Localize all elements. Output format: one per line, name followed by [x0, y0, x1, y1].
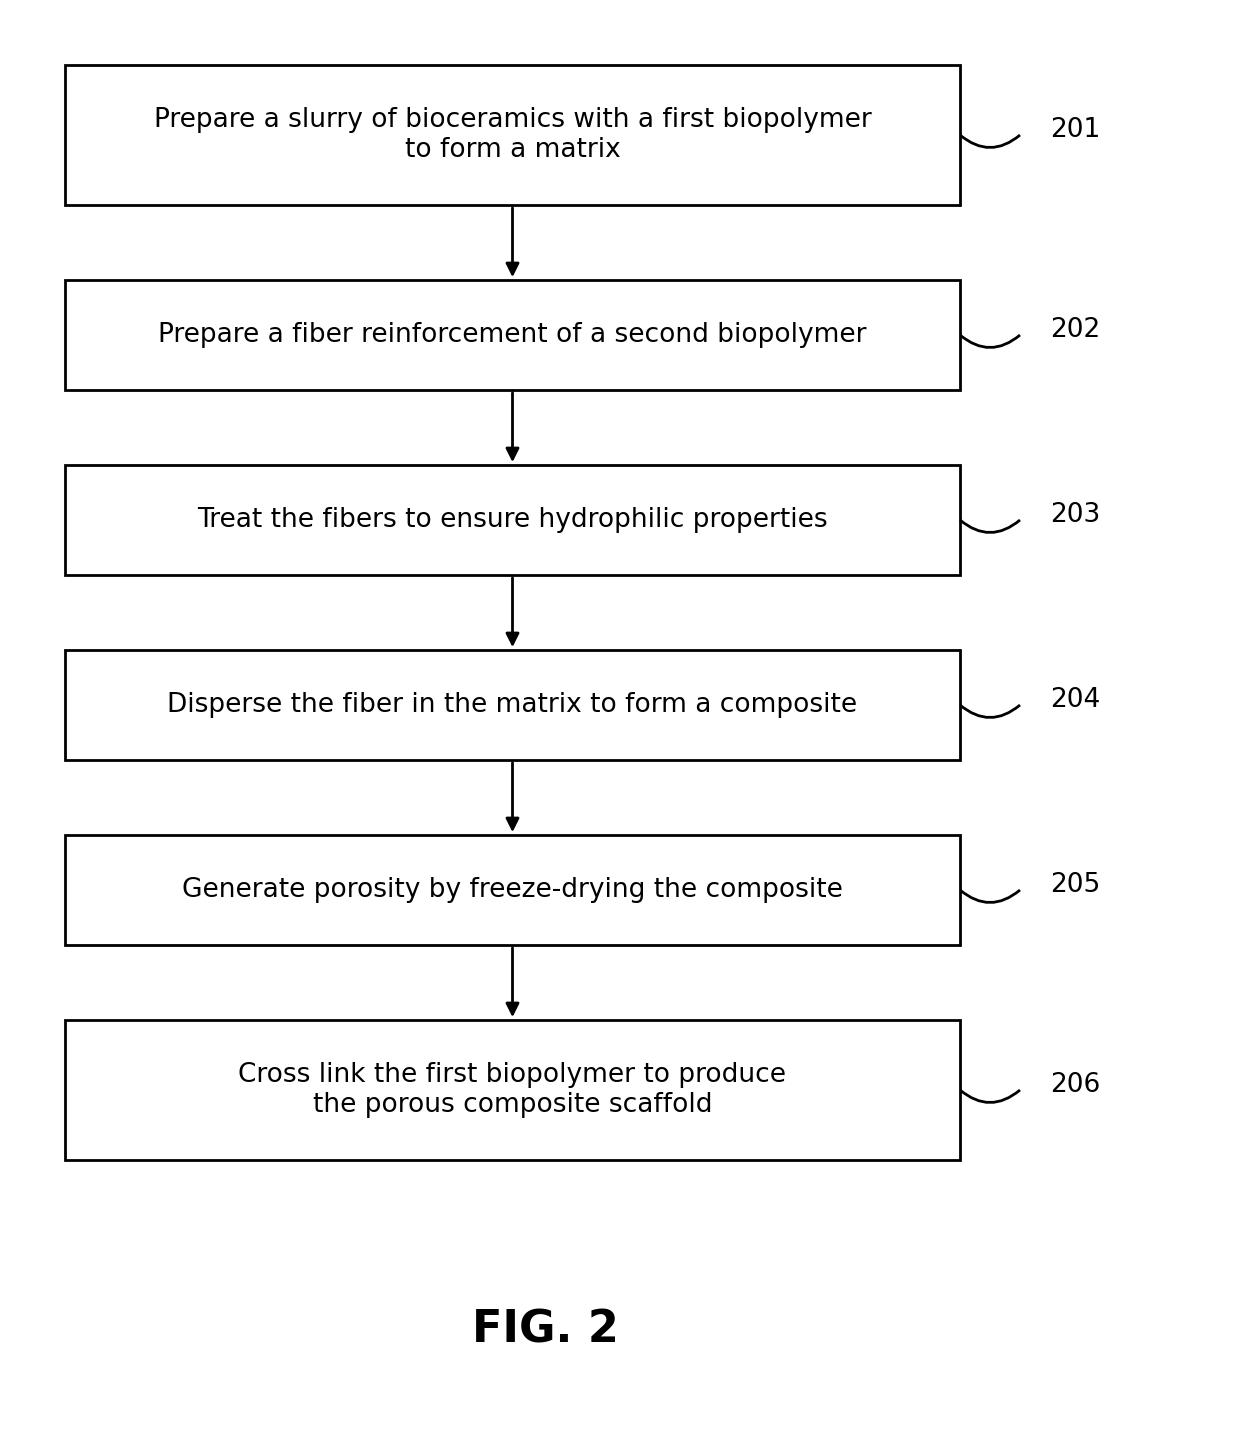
Text: Prepare a slurry of bioceramics with a first biopolymer
to form a matrix: Prepare a slurry of bioceramics with a f…: [154, 107, 872, 162]
Text: 201: 201: [1050, 117, 1100, 143]
Text: Disperse the fiber in the matrix to form a composite: Disperse the fiber in the matrix to form…: [167, 693, 858, 719]
Text: Generate porosity by freeze-drying the composite: Generate porosity by freeze-drying the c…: [182, 877, 843, 903]
Bar: [64, 835, 960, 945]
Bar: [64, 65, 960, 204]
Text: Treat the fibers to ensure hydrophilic properties: Treat the fibers to ensure hydrophilic p…: [197, 507, 828, 533]
Bar: [64, 651, 960, 759]
Text: FIG. 2: FIG. 2: [472, 1308, 619, 1352]
Bar: [64, 1020, 960, 1161]
Bar: [64, 280, 960, 390]
Text: Cross link the first biopolymer to produce
the porous composite scaffold: Cross link the first biopolymer to produ…: [238, 1062, 786, 1119]
Text: 204: 204: [1050, 687, 1100, 713]
Text: 203: 203: [1050, 501, 1100, 527]
Text: 202: 202: [1050, 317, 1100, 343]
Text: Prepare a fiber reinforcement of a second biopolymer: Prepare a fiber reinforcement of a secon…: [159, 322, 867, 348]
Text: 206: 206: [1050, 1072, 1100, 1098]
Text: 205: 205: [1050, 872, 1100, 898]
Bar: [64, 465, 960, 575]
